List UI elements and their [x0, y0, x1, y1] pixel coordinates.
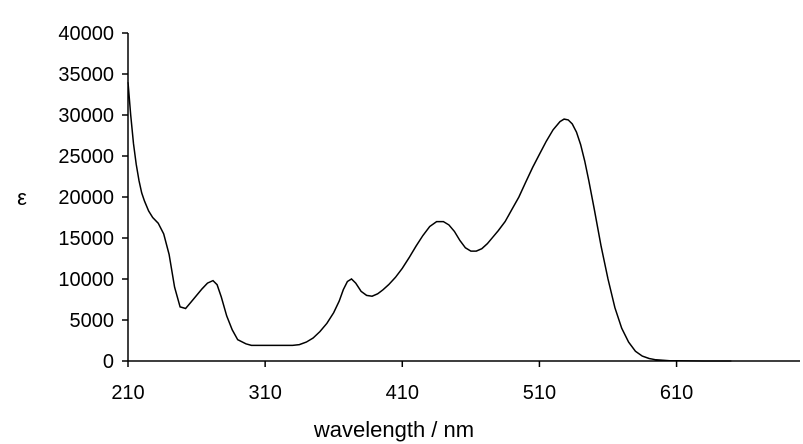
y-tick-label: 15000: [58, 228, 114, 250]
x-axis-title: wavelength / nm: [313, 417, 474, 442]
x-tick-label: 510: [523, 382, 556, 404]
y-axis-title: ε: [17, 185, 27, 210]
x-axis-ticks: 210 310 410 510 610: [111, 361, 693, 404]
y-tick-label: 0: [103, 351, 114, 373]
y-tick-label: 35000: [58, 64, 114, 86]
y-tick-label: 10000: [58, 269, 114, 291]
y-tick-label: 25000: [58, 146, 114, 168]
x-tick-label: 610: [660, 382, 693, 404]
x-tick-label: 310: [248, 382, 281, 404]
y-tick-label: 30000: [58, 105, 114, 127]
y-tick-label: 20000: [58, 187, 114, 209]
y-tick-label: 5000: [70, 310, 115, 332]
y-tick-label: 40000: [58, 23, 114, 45]
absorption-curve: [127, 82, 732, 362]
x-tick-label: 210: [111, 382, 144, 404]
x-tick-label: 410: [386, 382, 419, 404]
y-axis-ticks: 0 5000 10000 15000 20000 25000 30000 35000 40000: [58, 23, 128, 373]
